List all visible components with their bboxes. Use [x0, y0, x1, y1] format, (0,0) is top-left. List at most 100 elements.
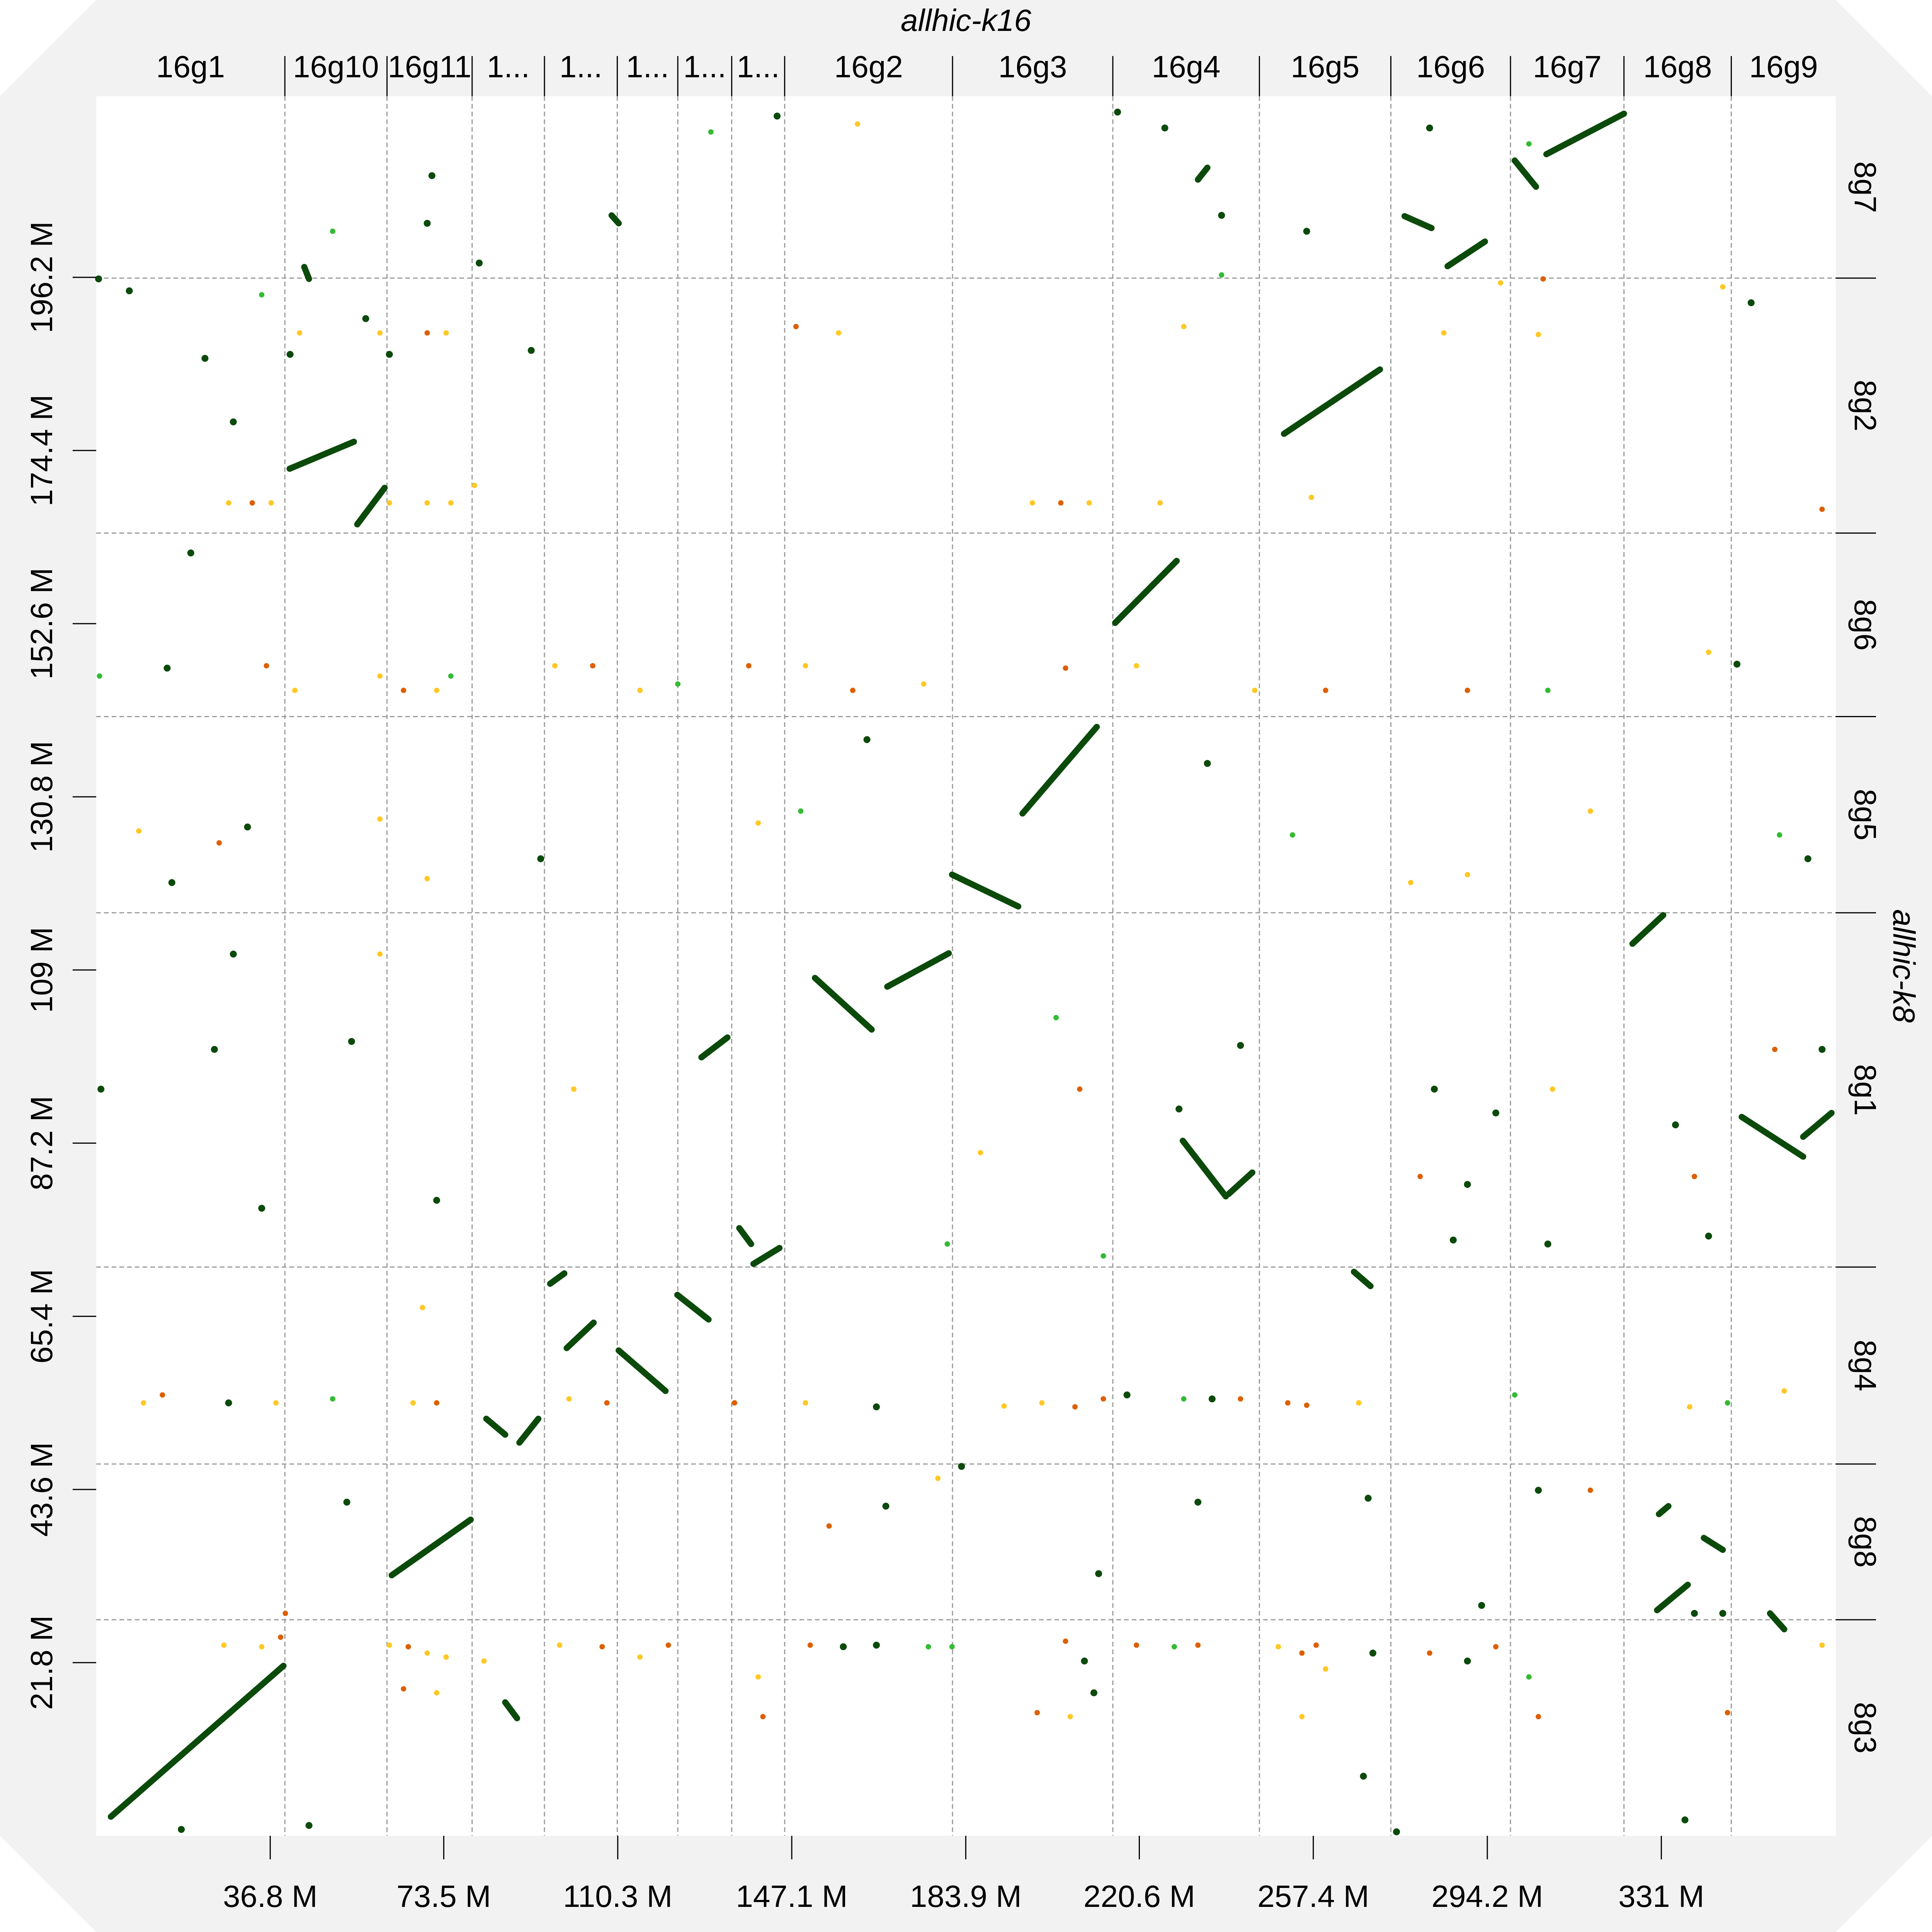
alignment-point — [1299, 1650, 1305, 1656]
alignment-point — [1081, 1657, 1088, 1665]
x-contig-label: 1... — [487, 49, 530, 84]
alignment-point — [259, 1644, 265, 1650]
alignment-point — [590, 663, 595, 668]
alignment-point — [187, 549, 194, 557]
x-tick-label: 73.5 M — [396, 1879, 491, 1913]
alignment-point — [1426, 124, 1433, 132]
x-contig-label: 16g7 — [1533, 49, 1602, 84]
alignment-point — [278, 1634, 284, 1640]
alignment-point — [424, 500, 430, 506]
alignment-point — [1464, 872, 1470, 878]
alignment-segment — [388, 1516, 474, 1578]
x-contig-label: 16g10 — [293, 49, 379, 84]
alignment-point — [273, 1400, 279, 1406]
alignment-point — [201, 355, 209, 362]
alignment-point — [1219, 272, 1225, 278]
alignment-segment — [1112, 558, 1180, 626]
alignment-point — [1323, 1666, 1328, 1672]
alignment-point — [178, 1826, 185, 1833]
x-contig-label: 1... — [683, 49, 726, 84]
alignment-point — [1431, 1085, 1438, 1093]
alignment-point — [1464, 687, 1470, 693]
alignment-point — [978, 1150, 983, 1156]
alignment-point — [1725, 1400, 1730, 1406]
alignment-point — [1100, 1253, 1106, 1259]
alignment-point — [1777, 832, 1782, 838]
alignment-point — [1492, 1109, 1500, 1117]
alignment-point — [873, 1403, 880, 1410]
plot-area — [96, 96, 1836, 1836]
alignment-point — [552, 663, 558, 668]
alignment-segment — [301, 264, 312, 282]
alignment-segment — [1543, 111, 1627, 158]
alignment-point — [377, 330, 383, 336]
alignment-point — [1134, 1642, 1139, 1648]
alignment-point — [424, 876, 430, 881]
alignment-point — [471, 483, 477, 488]
y-tick-label: 109 M — [24, 927, 59, 1013]
alignment-point — [1299, 1714, 1305, 1719]
x-tick-label: 220.6 M — [1083, 1879, 1195, 1913]
alignment-point — [1536, 332, 1541, 337]
alignment-point — [1181, 324, 1187, 330]
x-tick-label: 294.2 M — [1432, 1879, 1543, 1913]
alignment-point — [665, 1642, 671, 1648]
y-tick-label: 174.4 M — [24, 395, 59, 506]
alignment-point — [330, 1396, 335, 1402]
alignment-point — [1323, 687, 1328, 693]
alignment-point — [348, 1038, 355, 1045]
alignment-point — [230, 951, 237, 958]
alignment-point — [141, 1400, 146, 1406]
y-contig-label: 8g6 — [1848, 599, 1883, 650]
alignment-point — [1408, 880, 1413, 886]
axes: 16g1 16g10 16g11 1... 1... 1... 1... 1... 16g2 16… — [24, 49, 1883, 1913]
y-contig-label: 8g3 — [1848, 1702, 1883, 1753]
alignment-point — [1819, 1642, 1825, 1648]
alignment-point — [637, 687, 643, 693]
alignment-point — [476, 259, 483, 267]
alignment-point — [1134, 663, 1139, 668]
x-tick-label: 331 M — [1618, 1879, 1704, 1913]
alignment-point — [1218, 212, 1225, 219]
alignment-point — [537, 855, 544, 862]
alignment-point — [1441, 330, 1447, 336]
alignment-point — [803, 1400, 808, 1406]
alignment-point — [949, 1644, 955, 1650]
alignment-point — [1772, 1046, 1778, 1052]
alignment-segment — [884, 950, 952, 990]
alignment-point — [921, 681, 927, 687]
alignment-point — [401, 687, 406, 693]
alignment-point — [1733, 660, 1741, 668]
alignment-point — [1181, 1396, 1187, 1402]
x-contig-label: 16g8 — [1643, 49, 1712, 84]
alignment-point — [1587, 1487, 1593, 1493]
alignment-point — [1304, 1402, 1310, 1408]
alignment-point — [1464, 1657, 1471, 1665]
alignment-point — [1672, 1121, 1679, 1129]
alignment-point — [1819, 506, 1825, 512]
alignment-point — [1053, 1015, 1059, 1020]
alignment-point — [1818, 1046, 1826, 1053]
alignment-segment — [286, 439, 357, 472]
alignment-segment — [1019, 724, 1100, 817]
alignment-point — [97, 673, 102, 679]
alignment-segment — [547, 1270, 568, 1287]
alignment-segment — [1654, 1582, 1691, 1614]
x-contig-label: 16g4 — [1152, 49, 1221, 84]
alignment-point — [330, 228, 335, 234]
alignment-point — [443, 330, 449, 336]
alignment-point — [840, 1643, 847, 1650]
y-contig-label: 8g5 — [1848, 789, 1883, 840]
alignment-point — [1536, 1714, 1541, 1719]
alignment-point — [1535, 1486, 1542, 1494]
alignment-point — [230, 418, 237, 425]
x-contig-label: 16g3 — [998, 49, 1067, 84]
alignment-segment — [1701, 1535, 1726, 1553]
alignment-point — [377, 951, 383, 957]
y-tick-label: 87.2 M — [24, 1096, 59, 1190]
alignment-segment — [674, 1292, 712, 1323]
alignment-point — [925, 1644, 931, 1650]
alignment-point — [1360, 1772, 1367, 1780]
alignment-point — [1417, 1173, 1423, 1179]
